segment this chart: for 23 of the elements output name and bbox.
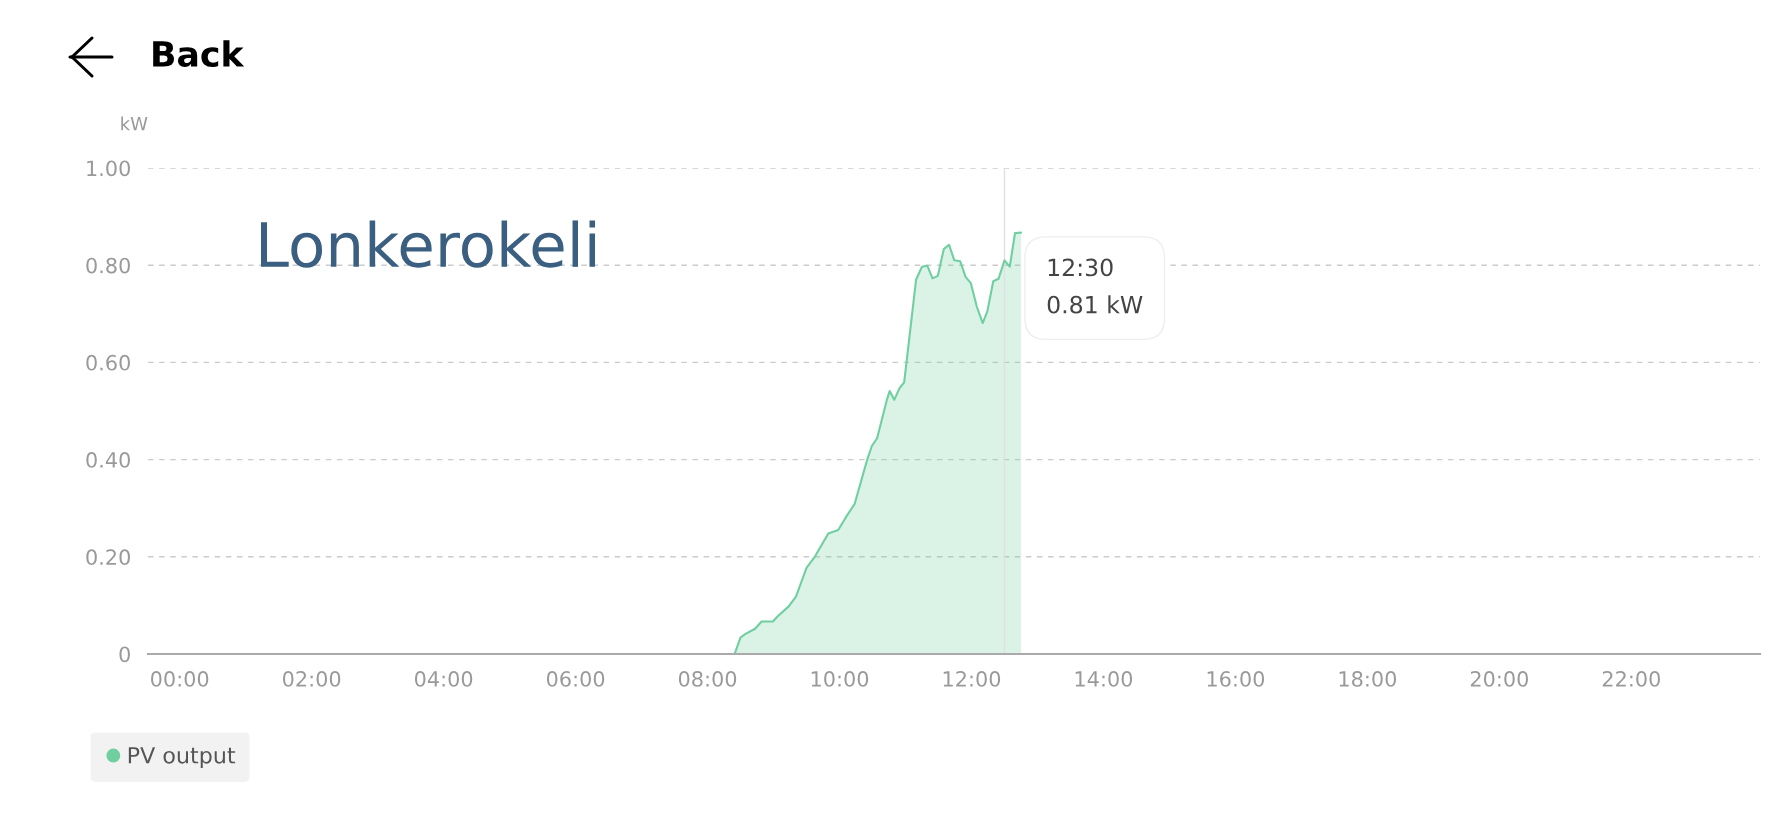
x-tick-label: 04:00	[414, 671, 473, 687]
y-tick-label: 0.80	[86, 257, 130, 274]
annotation: 12:30 0.81 kW	[1047, 258, 1143, 314]
x-tick-label: 00:00	[151, 671, 209, 687]
y-tick-label: 0	[119, 646, 130, 663]
y-tick-label: 0.60	[86, 354, 130, 371]
y-axis-title: kW	[121, 116, 148, 131]
y-tick-label: 1.00	[87, 160, 130, 177]
y-tick-label: 0.20	[86, 549, 130, 566]
x-tick-label: 22:00	[1602, 671, 1660, 687]
text: Back	[153, 40, 245, 68]
x-tick-label: 06:00	[546, 671, 605, 687]
x-tick-label: 02:00	[283, 671, 341, 687]
x-tick-label: 08:00	[678, 671, 737, 687]
annotation: Lonkerokeli	[261, 220, 596, 268]
legend-label: PV output	[128, 747, 236, 768]
x-tick-label: 18:00	[1339, 671, 1397, 687]
x-tick-label: 14:00	[1075, 671, 1133, 687]
x-tick-label: 10:00	[811, 671, 869, 687]
x-tick-label: 16:00	[1207, 671, 1265, 687]
x-tick-label: 20:00	[1470, 671, 1528, 687]
x-tick-label: 12:00	[943, 671, 1001, 687]
y-tick-label: 0.40	[86, 452, 130, 468]
